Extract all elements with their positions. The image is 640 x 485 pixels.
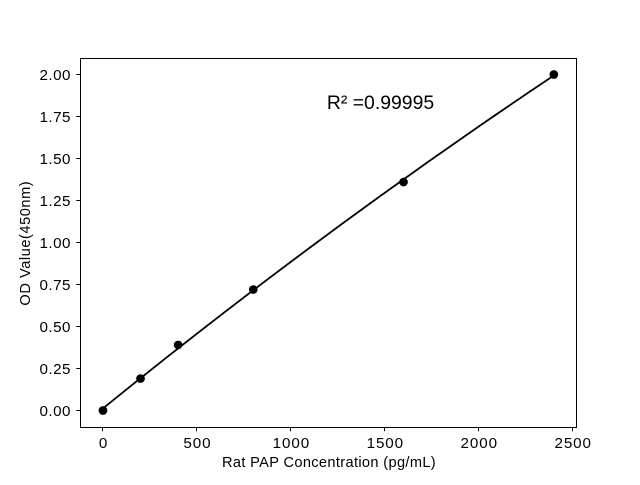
svg-text:1.75: 1.75 xyxy=(39,109,71,126)
svg-text:0.75: 0.75 xyxy=(39,277,71,294)
svg-text:2.00: 2.00 xyxy=(39,67,71,84)
svg-text:500: 500 xyxy=(183,435,211,452)
svg-text:0.50: 0.50 xyxy=(39,319,71,336)
svg-text:0.00: 0.00 xyxy=(39,403,71,420)
svg-text:1.25: 1.25 xyxy=(39,193,71,210)
svg-text:1.00: 1.00 xyxy=(39,235,71,252)
svg-text:R² =0.99995: R² =0.99995 xyxy=(327,92,434,114)
svg-text:1000: 1000 xyxy=(273,435,310,452)
svg-text:0.25: 0.25 xyxy=(39,361,71,378)
svg-text:OD Value(450nm): OD Value(450nm) xyxy=(18,181,34,306)
svg-text:1500: 1500 xyxy=(367,435,404,452)
svg-text:2500: 2500 xyxy=(554,435,591,452)
svg-text:2000: 2000 xyxy=(461,435,498,452)
svg-text:1.50: 1.50 xyxy=(39,151,71,168)
svg-text:0: 0 xyxy=(99,435,108,452)
svg-text:Rat PAP Concentration (pg/mL): Rat PAP Concentration (pg/mL) xyxy=(222,455,436,471)
